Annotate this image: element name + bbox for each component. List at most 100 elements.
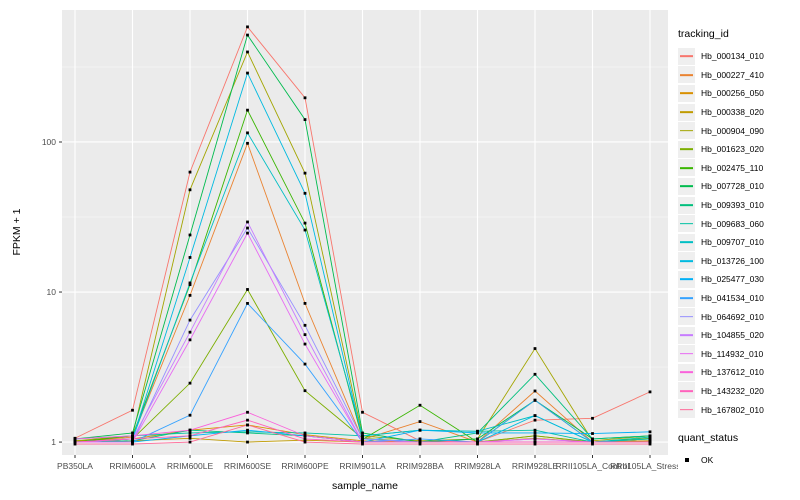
data-point [188,256,192,259]
data-point [303,437,307,441]
legend-key-line-icon [680,222,693,225]
data-point [188,431,192,435]
data-point [418,420,422,423]
legend-key-line-icon [680,334,693,337]
data-point [303,362,307,366]
data-point [361,410,364,414]
data-point [188,338,192,342]
data-point [131,408,134,412]
legend-key [678,215,695,233]
legend-label: Hb_000338_020 [701,107,764,118]
data-point [476,437,479,441]
data-point [303,191,307,195]
data-point [533,437,537,441]
legend-key [678,159,695,177]
data-point [131,442,134,446]
legend-key [678,122,695,140]
data-point [418,437,422,441]
legend-label: Hb_064692_010 [701,311,764,322]
y-axis-title: FPKM + 1 [11,208,23,256]
legend-key [678,382,695,400]
data-point [188,440,192,444]
data-point [533,398,537,402]
legend-key-line-icon [680,241,693,244]
legend-label: Hb_000227_410 [701,69,764,80]
data-point [131,437,134,441]
legend-item-Hb_013726_100: Hb_013726_100 [678,252,800,271]
data-point [648,390,652,394]
data-point [533,440,537,444]
legend-item-Hb_009707_010: Hb_009707_010 [678,233,800,252]
x-axis-title: sample_name [332,480,398,492]
legend-key-line-icon [680,315,693,318]
quant-legend-items: OK [678,451,800,470]
legend-label: Hb_013726_100 [701,255,764,266]
legend-label: Hb_000904_090 [701,125,764,136]
data-point [303,301,307,305]
data-point [131,434,134,438]
legend-key [678,289,695,307]
x-tick-label: RRII105LA_Control [556,461,630,471]
data-point [246,288,249,291]
legend: tracking_id Hb_000134_010 Hb_000227_410 Hb… [678,28,800,469]
legend-label: Hb_007728_010 [701,181,764,192]
legend-item-Hb_167802_010: Hb_167802_010 [678,400,800,419]
data-point [533,442,537,446]
data-point [303,228,307,232]
data-point [303,171,307,175]
data-point [246,301,249,305]
x-tick-label: RRIM901LA [339,461,386,471]
data-point [246,440,249,444]
data-point [533,414,537,418]
data-point [533,372,537,376]
data-point [648,435,652,439]
legend-key-line-icon [680,408,693,411]
data-point [361,437,364,441]
data-point [246,226,249,230]
data-point [591,442,594,446]
x-tick-label: RRIM600LA [109,461,156,471]
legend-label: Hb_025477_030 [701,274,764,285]
legend-key [678,270,695,288]
data-point [246,141,249,145]
legend-label: Hb_000256_050 [701,88,764,99]
data-point [188,318,192,322]
data-point [73,442,77,446]
data-point [188,233,192,237]
legend-key [678,308,695,326]
data-point [246,108,249,112]
data-point [418,442,422,446]
data-point [188,283,192,287]
legend-key-line-icon [680,55,693,58]
legend-item-Hb_143232_020: Hb_143232_020 [678,382,800,401]
data-point [303,389,307,393]
legend-title-tracking-id: tracking_id [678,28,729,40]
legend-key-line-icon [680,185,693,188]
data-point [246,25,249,29]
legend-key-line-icon [680,371,693,374]
legend-key-line-icon [680,92,693,95]
data-point [246,423,249,427]
data-point [476,440,479,444]
data-point [533,434,537,438]
legend-item-Hb_009683_060: Hb_009683_060 [678,214,800,233]
data-point [533,428,537,432]
data-point [188,330,192,334]
data-point [246,50,249,54]
legend-item-Hb_000256_050: Hb_000256_050 [678,84,800,103]
legend-label: Hb_104855_020 [701,330,764,341]
x-tick-label: RRIM600SE [224,461,272,471]
legend-key [678,196,695,214]
legend-key [678,345,695,363]
data-point [648,430,652,434]
legend-key-line-icon [680,204,693,206]
legend-item-Hb_104855_020: Hb_104855_020 [678,326,800,345]
legend-label: Hb_001623_020 [701,144,764,155]
data-point [188,413,192,417]
data-point [188,436,192,440]
legend-key-line-icon [680,167,693,169]
data-point [303,440,307,444]
data-point [591,440,594,444]
legend-label: Hb_002475_110 [701,162,764,173]
